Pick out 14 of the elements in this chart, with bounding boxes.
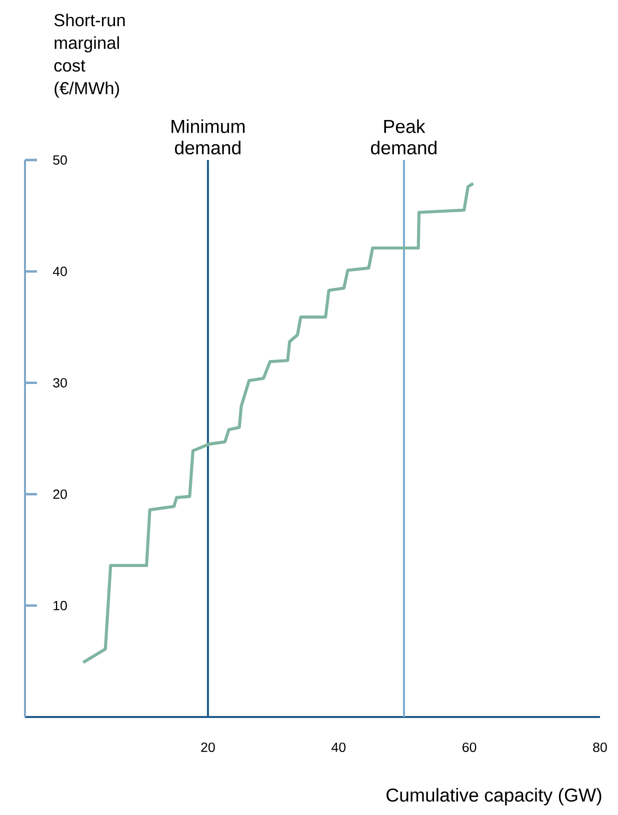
x-tick-label: 80 bbox=[593, 742, 607, 752]
x-axis-title: Cumulative capacity (GW) bbox=[386, 788, 602, 806]
line-series bbox=[82, 182, 475, 664]
x-tick-label: 60 bbox=[462, 742, 476, 752]
y-tick-label: 40 bbox=[52, 266, 67, 276]
ref-line-label: Minimum demand bbox=[172, 119, 245, 154]
y-axis-title: Short-run marginal cost (€/MWh) bbox=[54, 14, 125, 98]
x-tick-label: 40 bbox=[332, 742, 346, 752]
y-tick-label: 50 bbox=[53, 155, 67, 165]
ref-line-label: Peak demand bbox=[371, 119, 436, 154]
y-tick-label: 30 bbox=[53, 378, 67, 388]
x-tick-label: 20 bbox=[201, 742, 215, 752]
y-tick-label: 20 bbox=[53, 489, 67, 499]
y-tick-label: 10 bbox=[54, 600, 67, 610]
